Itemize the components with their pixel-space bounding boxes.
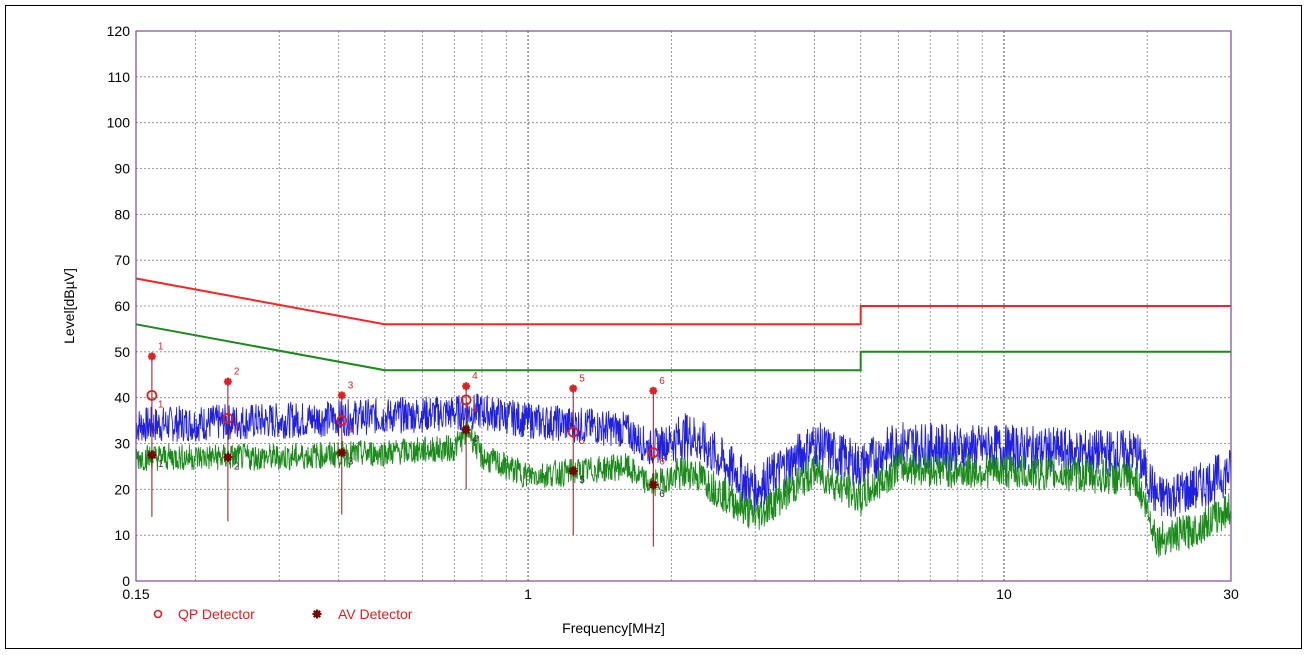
av-detector-legend-icon [312,609,322,619]
y-tick-label: 50 [114,344,130,360]
av-marker-number: 4 [472,434,478,445]
qp-detector-legend-label: QP Detector [178,606,255,622]
qp-marker [647,447,659,459]
peak-marker-number: 5 [579,374,585,385]
y-tick-label: 120 [107,23,131,39]
qp-marker-number: 2 [234,422,240,433]
y-tick-label: 70 [114,252,130,268]
peak-marker-number: 2 [234,367,240,378]
y-tick-label: 0 [122,573,130,589]
peak-markers: 1 1 1 2 2 2 3 3 3 4 4 4 5 5 5 6 6 6 [146,341,665,547]
av-marker [223,452,233,462]
av-marker [568,466,578,476]
x-tick-label: 0.15 [122,586,149,602]
y-tick-label: 60 [114,298,130,314]
av-marker [147,450,157,460]
x-tick-label: 1 [524,586,532,602]
peak-marker [649,386,658,395]
y-tick-labels: 0 10 20 30 40 50 60 70 80 90 100 110 120 [107,23,131,589]
qp-marker-number: 4 [472,404,478,415]
peak-marker [337,391,346,400]
x-tick-labels: 0.15 1 10 30 [122,586,1239,602]
y-tick-label: 90 [114,161,130,177]
peak-marker-number: 4 [472,371,478,382]
peak-marker-number: 3 [348,380,354,391]
av-marker [648,480,658,490]
limit-line-2 [135,323,1231,372]
av-marker-number: 5 [579,475,585,486]
qp-marker [336,415,348,426]
qp-marker-number: 5 [579,436,585,447]
av-marker-number: 3 [348,457,354,468]
qp-marker-number: 6 [659,457,665,468]
x-axis-label: Frequency[MHz] [562,620,665,636]
av-marker-number: 2 [234,461,240,472]
qp-marker [222,412,234,424]
qp-detector-legend-icon [153,609,163,619]
trace-line-2 [135,419,1232,558]
av-marker-number: 1 [158,459,164,470]
peak-marker-number: 1 [158,341,164,352]
plot-border [135,30,1232,582]
qp-marker-number: 1 [158,399,164,410]
x-tick-label: 10 [996,586,1012,602]
peak-marker [147,352,156,361]
y-tick-label: 110 [108,69,131,85]
limit-line-1 [135,277,1231,326]
x-tick-label: 30 [1223,586,1239,602]
peak-marker-number: 6 [659,376,665,387]
qp-marker [567,426,579,438]
y-tick-label: 20 [114,481,130,497]
legend: QP Detector AV Detector [153,606,413,622]
qp-marker [460,394,472,406]
y-tick-label: 80 [114,206,130,222]
y-axis-label: Level[dBµV] [61,268,77,344]
qp-marker-number: 3 [348,425,354,436]
peak-marker [462,382,471,391]
y-tick-label: 30 [114,436,130,452]
av-legend-star [312,609,322,619]
limit-lines [135,277,1231,372]
av-marker-number: 6 [659,489,665,500]
av-detector-legend-label: AV Detector [338,606,413,622]
y-tick-label: 100 [107,115,131,131]
av-marker [337,448,347,458]
av-marker [461,425,471,435]
qp-marker [146,389,158,401]
y-tick-label: 10 [114,527,130,543]
y-tick-label: 40 [114,390,130,406]
peak-marker [569,384,578,393]
series-group [135,393,1232,558]
peak-marker [223,377,232,386]
